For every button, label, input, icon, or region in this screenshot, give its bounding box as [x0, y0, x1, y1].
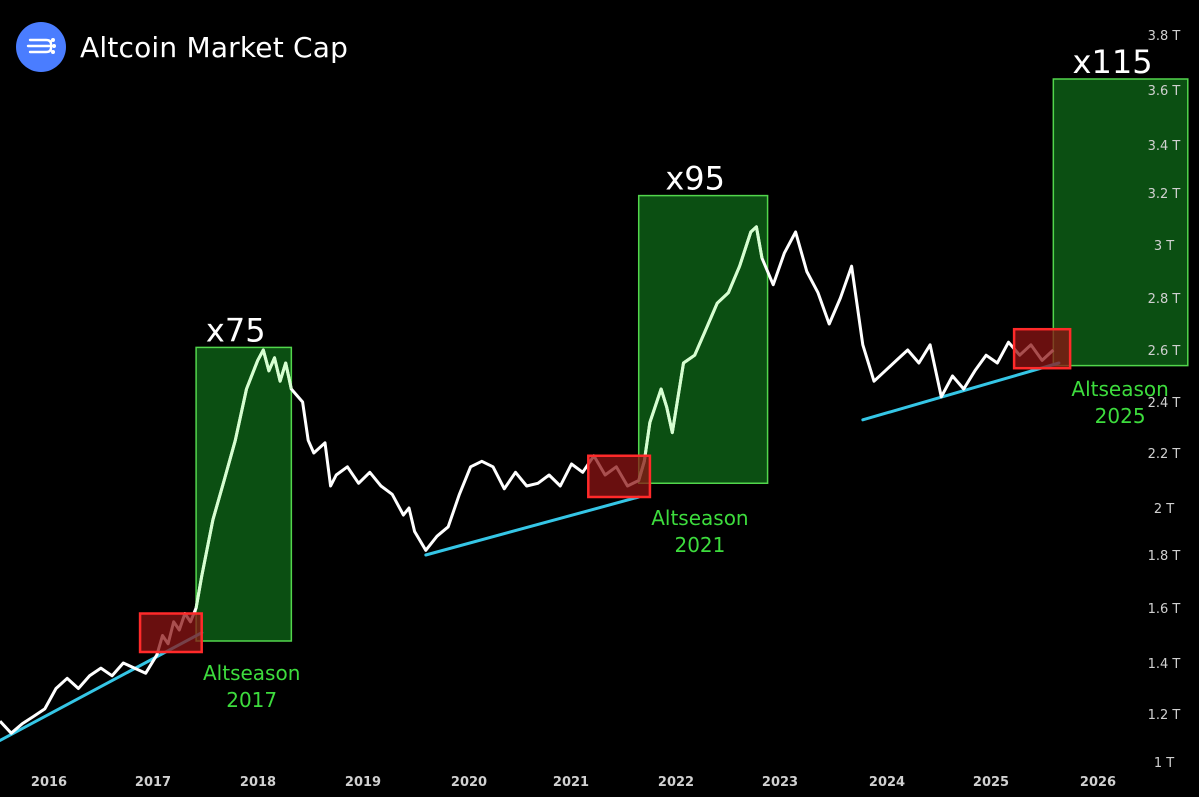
accumulation-box-0 — [138, 612, 203, 654]
accumulation-box-1 — [587, 454, 652, 499]
y-tick-label: 2.8 T — [1148, 292, 1181, 307]
support-line-1 — [424, 495, 641, 557]
price-line-highlight-1 — [637, 225, 764, 481]
y-tick-label: 3.2 T — [1148, 187, 1181, 202]
y-tick-label: 1.8 T — [1148, 549, 1181, 564]
x-tick-label: 2017 — [135, 775, 171, 790]
chart-header: Altcoin Market Cap — [16, 22, 348, 72]
altseason-year-2: 2025 — [1095, 404, 1146, 428]
altseason-caption-0: Altseason — [203, 661, 300, 685]
signal-lines-icon — [16, 22, 66, 72]
y-tick-label: 3.4 T — [1148, 139, 1181, 154]
y-tick-label: 3 T — [1154, 239, 1174, 254]
altseason-year-0: 2017 — [226, 688, 277, 712]
altseason-caption-1: Altseason — [651, 506, 748, 530]
y-tick-label: 3.6 T — [1148, 84, 1181, 99]
multiplier-label-2: x115 — [1073, 43, 1153, 81]
x-tick-label: 2018 — [240, 775, 276, 790]
y-tick-label: 3.8 T — [1148, 29, 1181, 44]
x-tick-label: 2024 — [869, 775, 905, 790]
y-tick-label: 1.2 T — [1148, 708, 1181, 723]
y-tick-label: 2.2 T — [1148, 447, 1181, 462]
x-tick-label: 2020 — [451, 775, 487, 790]
accumulation-box-2 — [1012, 327, 1072, 370]
x-tick-label: 2025 — [973, 775, 1009, 790]
y-tick-label: 1.6 T — [1148, 602, 1181, 617]
y-tick-label: 2 T — [1154, 502, 1174, 517]
y-tick-label: 2.6 T — [1148, 344, 1181, 359]
altseason-box-0 — [195, 346, 293, 642]
altseason-year-1: 2021 — [674, 533, 725, 557]
multiplier-label-0: x75 — [206, 311, 266, 349]
chart-title: Altcoin Market Cap — [80, 30, 349, 64]
multiplier-label-1: x95 — [665, 160, 725, 198]
altseason-box-2 — [1052, 78, 1189, 367]
x-tick-label: 2022 — [658, 775, 694, 790]
logo-badge — [16, 22, 66, 72]
x-tick-label: 2019 — [345, 775, 381, 790]
x-tick-label: 2026 — [1080, 775, 1116, 790]
x-tick-label: 2016 — [31, 775, 67, 790]
altseason-caption-2: Altseason — [1071, 377, 1168, 401]
support-line-2 — [861, 361, 1061, 422]
y-tick-label: 2.4 T — [1148, 396, 1181, 411]
price-line-highlight-0 — [194, 348, 293, 609]
x-tick-label: 2021 — [553, 775, 589, 790]
y-tick-label: 1 T — [1154, 756, 1174, 771]
y-tick-label: 1.4 T — [1148, 657, 1181, 672]
x-tick-label: 2023 — [762, 775, 798, 790]
